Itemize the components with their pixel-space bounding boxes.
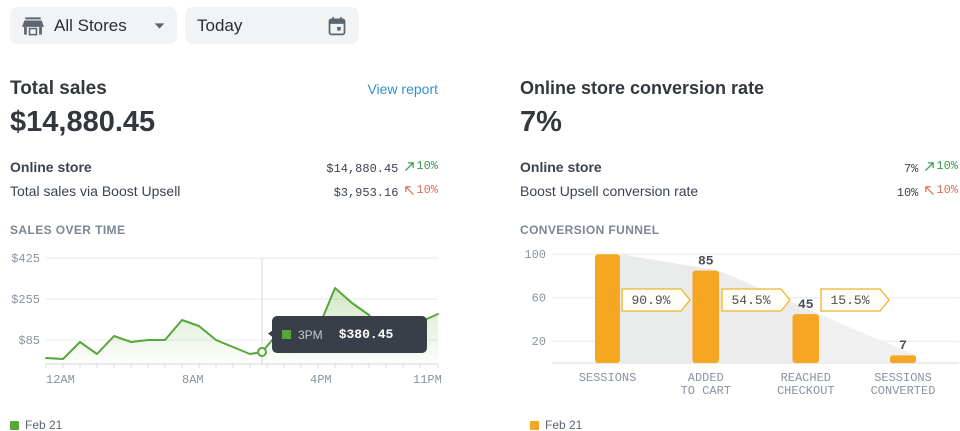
svg-text:100: 100 [596, 250, 620, 252]
svg-text:85: 85 [698, 253, 714, 268]
svg-text:SESSIONS: SESSIONS [874, 371, 932, 385]
svg-text:TO CART: TO CART [681, 384, 731, 395]
svg-text:45: 45 [798, 297, 814, 312]
svg-text:$255: $255 [11, 293, 40, 307]
svg-text:4PM: 4PM [310, 373, 332, 387]
svg-text:$85: $85 [18, 334, 40, 348]
svg-text:11PM: 11PM [413, 373, 442, 387]
svg-text:12AM: 12AM [46, 373, 75, 387]
svg-text:CHECKOUT: CHECKOUT [777, 384, 835, 395]
svg-text:7: 7 [899, 338, 907, 353]
svg-text:60: 60 [532, 292, 546, 306]
svg-text:SESSIONS: SESSIONS [579, 371, 637, 385]
svg-text:REACHED: REACHED [781, 371, 831, 385]
svg-text:CONVERTED: CONVERTED [871, 384, 936, 395]
svg-text:ADDED: ADDED [688, 371, 724, 385]
svg-text:8AM: 8AM [182, 373, 204, 387]
svg-text:20: 20 [532, 335, 546, 349]
svg-text:$425: $425 [11, 252, 40, 266]
svg-text:100: 100 [524, 250, 546, 262]
